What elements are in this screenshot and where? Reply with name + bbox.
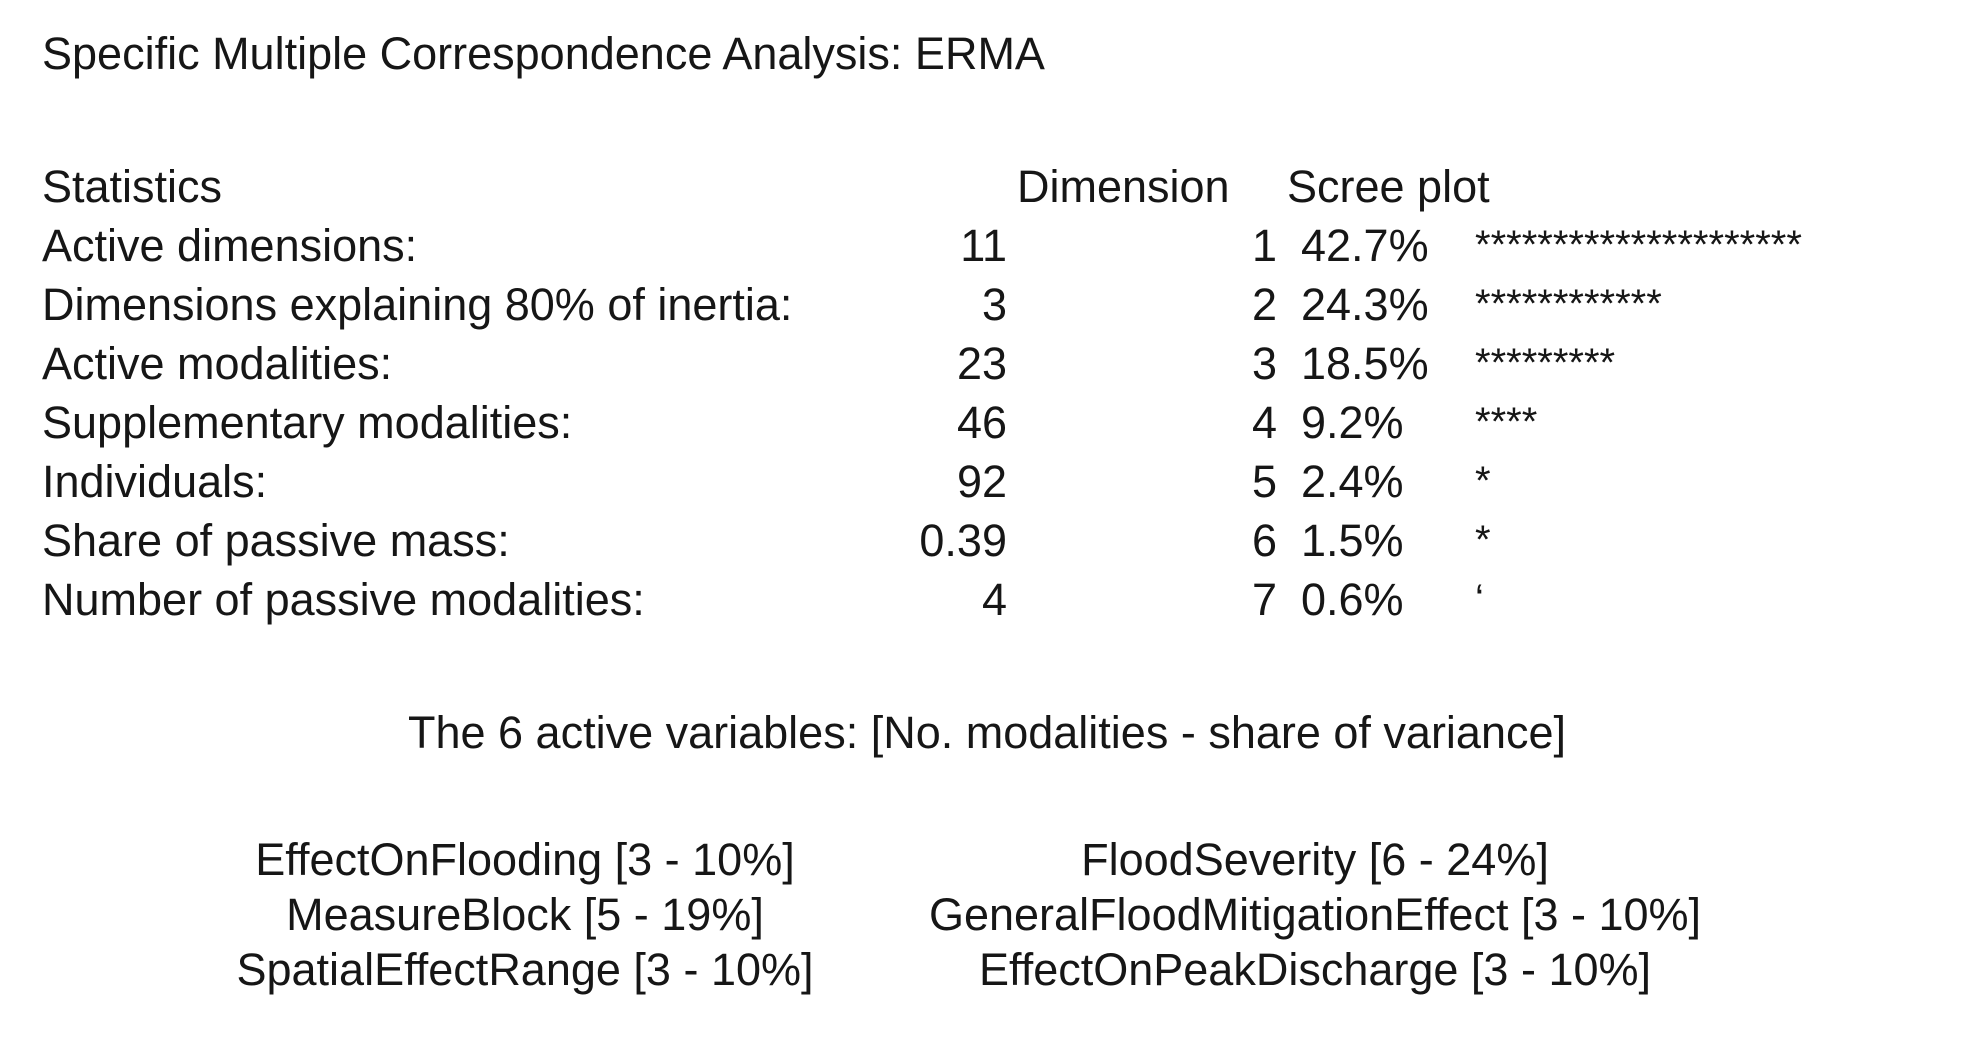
stat-value: 4	[981, 574, 1007, 625]
stat-value: 46	[956, 397, 1007, 448]
dimension-percent: 18.5%	[1301, 338, 1429, 389]
dimension-percent: 42.7%	[1301, 220, 1429, 271]
stat-label: Dimensions explaining 80% of inertia:	[42, 279, 793, 330]
dimension-number: 2	[1251, 279, 1277, 330]
variable-item: GeneralFloodMitigationEffect [3 - 10%]	[928, 889, 1702, 940]
dimension-number: 3	[1251, 338, 1277, 389]
scree-bar-stars: *	[1475, 518, 1491, 562]
scree-bar-stars: ****	[1475, 400, 1538, 444]
statistics-scree-table: Statistics Dimension Scree plot Active d…	[42, 157, 1974, 629]
scree-bar-stars: ‘	[1475, 577, 1484, 621]
dimension-percent: 1.5%	[1301, 515, 1404, 566]
scree-bar-stars: *********************	[1475, 223, 1802, 267]
column-header-dimension: Dimension	[1017, 161, 1230, 212]
active-variables-title: The 6 active variables: [No. modalities …	[407, 707, 1567, 758]
stat-value: 3	[981, 279, 1007, 330]
stat-value: 92	[956, 456, 1007, 507]
stat-label: Active dimensions:	[42, 220, 418, 271]
stat-label: Share of passive mass:	[42, 515, 510, 566]
scree-bar-stars: *	[1475, 459, 1491, 503]
stat-label: Individuals:	[42, 456, 268, 507]
variable-item: EffectOnPeakDischarge [3 - 10%]	[979, 944, 1652, 995]
stat-label: Active modalities:	[42, 338, 393, 389]
column-header-scree-plot: Scree plot	[1287, 161, 1490, 212]
column-header-statistics: Statistics	[42, 161, 223, 212]
dimension-number: 4	[1251, 397, 1277, 448]
scree-bar-stars: ************	[1475, 282, 1662, 326]
dimension-number: 5	[1251, 456, 1277, 507]
stat-value: 0.39	[919, 515, 1007, 566]
active-variables-list: EffectOnFlooding [3 - 10%] FloodSeverity…	[0, 832, 1974, 997]
variable-item: FloodSeverity [6 - 24%]	[1081, 834, 1549, 885]
page-title: Specific Multiple Correspondence Analysi…	[42, 28, 1045, 79]
stat-label: Number of passive modalities:	[42, 574, 645, 625]
variable-item: EffectOnFlooding [3 - 10%]	[255, 834, 795, 885]
variable-item: MeasureBlock [5 - 19%]	[286, 889, 764, 940]
dimension-number: 7	[1251, 574, 1277, 625]
variable-item: SpatialEffectRange [3 - 10%]	[236, 944, 814, 995]
dimension-percent: 24.3%	[1301, 279, 1429, 330]
stat-label: Supplementary modalities:	[42, 397, 573, 448]
dimension-percent: 0.6%	[1301, 574, 1404, 625]
scree-bar-stars: *********	[1475, 341, 1616, 385]
dimension-number: 6	[1251, 515, 1277, 566]
dimension-number: 1	[1251, 220, 1277, 271]
dimension-percent: 9.2%	[1301, 397, 1404, 448]
stat-value: 11	[960, 220, 1007, 271]
dimension-percent: 2.4%	[1301, 456, 1404, 507]
stat-value: 23	[956, 338, 1007, 389]
